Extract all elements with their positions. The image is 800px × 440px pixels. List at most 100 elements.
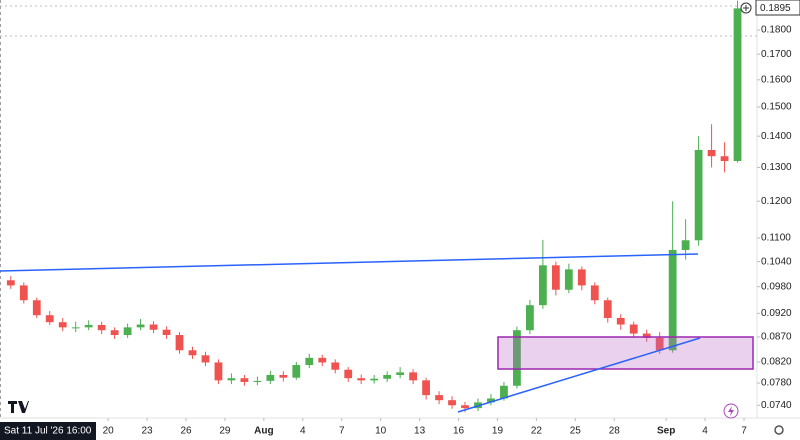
- candle-body: [564, 269, 573, 290]
- candle-body: [32, 300, 41, 316]
- candle-body: [58, 322, 67, 328]
- x-tick-label: 28: [609, 426, 621, 437]
- last-price-box: [755, 0, 800, 16]
- candle-body: [603, 300, 612, 318]
- candle-body: [461, 405, 469, 409]
- x-tick-label: 4: [300, 426, 306, 437]
- candle-body: [6, 280, 15, 286]
- candle-body: [707, 149, 716, 157]
- candle-body: [616, 317, 625, 325]
- candle-body: [136, 324, 145, 328]
- resistance-trendline: [0, 253, 699, 272]
- candle-body: [344, 369, 353, 379]
- candle-body: [162, 329, 171, 336]
- candle-body: [538, 265, 547, 306]
- candle-body: [19, 285, 28, 301]
- y-tick-label: 0.1200: [761, 196, 792, 207]
- candle-body: [681, 240, 690, 251]
- tv-logo: [8, 401, 29, 413]
- x-tick-label: 25: [570, 426, 582, 437]
- x-tick-label: 13: [414, 426, 426, 437]
- y-tick-label: 0.1800: [761, 25, 792, 36]
- y-tick-label: 0.0870: [761, 332, 792, 343]
- last-price-label: 0.1895: [760, 3, 791, 14]
- tv-logo-shape: [8, 401, 29, 413]
- candle-body: [318, 357, 327, 363]
- x-tick-label: Sep: [657, 426, 675, 437]
- x-tick-label: 10: [375, 426, 387, 437]
- y-tick-label: 0.1600: [761, 74, 792, 85]
- x-tick-label: 7: [339, 426, 345, 437]
- x-tick-label: 16: [453, 426, 465, 437]
- candle-body: [629, 324, 638, 334]
- candle-body: [71, 327, 80, 329]
- x-tick-label: 22: [531, 426, 543, 437]
- candle-body: [201, 355, 210, 363]
- candle-body: [240, 378, 249, 382]
- candle-body: [577, 269, 586, 286]
- candle-body: [370, 378, 379, 381]
- demand-zone: [497, 336, 754, 370]
- candle-body: [110, 330, 119, 336]
- candle-body: [292, 365, 301, 378]
- support-trendline: [457, 337, 701, 413]
- x-tick-label: Aug: [254, 426, 273, 437]
- candle-body: [45, 315, 54, 323]
- candle-body: [175, 335, 184, 351]
- candle-body: [526, 305, 534, 331]
- candle-body: [188, 350, 197, 356]
- candle-body: [642, 333, 651, 338]
- candle-body: [214, 362, 223, 381]
- price-axis: 0.0740 0.0780 0.0820 0.0870 0.0920 0.0980 0.10…: [757, 25, 792, 411]
- time-axis: 20 23 26 29 Aug 4 7 10 13 16 19 22 25 28 Sep 4 7: [103, 418, 747, 437]
- y-tick-label: 0.0820: [761, 357, 792, 368]
- x-tick-label: 23: [142, 426, 154, 437]
- x-tick-label: 20: [103, 426, 115, 437]
- candle-body: [668, 250, 677, 351]
- y-tick-label: 0.1400: [761, 131, 792, 142]
- y-tick-label: 0.1300: [761, 162, 792, 173]
- settings-icon[interactable]: [774, 425, 784, 435]
- y-tick-label: 0.0740: [761, 400, 792, 411]
- x-tick-label: 29: [219, 426, 231, 437]
- candle-body: [149, 324, 158, 330]
- candle-body: [266, 375, 275, 381]
- candle-body: [500, 385, 508, 399]
- candle-body: [97, 324, 106, 331]
- candle-body: [448, 400, 456, 406]
- add-alert-plus: [743, 5, 749, 11]
- candle-body: [551, 265, 560, 290]
- candle-body: [123, 327, 132, 336]
- candle-body: [331, 362, 340, 370]
- candle-body: [733, 8, 742, 161]
- candle-body: [396, 372, 405, 376]
- candle-body: [279, 375, 288, 378]
- candle-body: [435, 395, 443, 401]
- x-tick-label: 19: [492, 426, 504, 437]
- candle-body: [305, 357, 314, 366]
- candle-body: [694, 149, 703, 241]
- crosshair-time-label: Sat 11 Jul '26 16:00: [4, 426, 92, 437]
- x-tick-label: 26: [180, 426, 192, 437]
- y-tick-label: 0.0980: [761, 281, 792, 292]
- x-tick-label: 7: [741, 426, 747, 437]
- events-bolt: [728, 406, 734, 416]
- y-tick-label: 0.1500: [761, 102, 792, 113]
- candle-body: [513, 330, 521, 386]
- candle-body: [487, 398, 495, 403]
- y-tick-label: 0.1700: [761, 49, 792, 60]
- candle-body: [357, 378, 366, 381]
- y-tick-label: 0.1040: [761, 256, 792, 267]
- candle-body: [84, 324, 93, 328]
- candle-body: [383, 375, 392, 379]
- candle-body: [409, 372, 417, 381]
- crosshair-time-box: [0, 422, 96, 440]
- y-tick-label: 0.0780: [761, 378, 792, 389]
- candle-body: [227, 378, 236, 381]
- candle-body: [422, 380, 430, 396]
- x-tick-label: 4: [702, 426, 708, 437]
- candles: [6, 0, 742, 413]
- candle-body: [253, 380, 262, 382]
